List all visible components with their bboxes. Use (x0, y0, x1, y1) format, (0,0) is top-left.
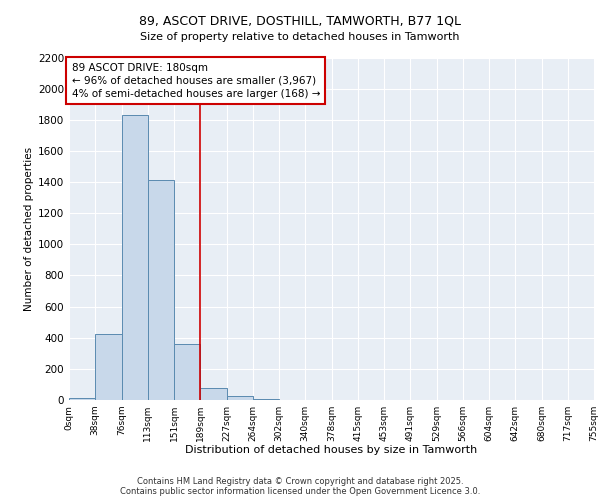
Bar (148, 180, 174, 400)
Text: 89, ASCOT DRIVE, DOSTHILL, TAMWORTH, B77 1QL: 89, ASCOT DRIVE, DOSTHILL, TAMWORTH, B77… (139, 15, 461, 28)
Text: 89 ASCOT DRIVE: 180sqm
← 96% of detached houses are smaller (3,967)
4% of semi-d: 89 ASCOT DRIVE: 180sqm ← 96% of detached… (71, 62, 320, 99)
Bar (95, 334, 121, 400)
Bar (200, 388, 227, 400)
Text: Contains public sector information licensed under the Open Government Licence 3.: Contains public sector information licen… (120, 487, 480, 496)
Bar (253, 399, 279, 400)
Bar (121, 115, 148, 400)
Text: Size of property relative to detached houses in Tamworth: Size of property relative to detached ho… (140, 32, 460, 42)
Y-axis label: Number of detached properties: Number of detached properties (24, 146, 34, 311)
X-axis label: Distribution of detached houses by size in Tamworth: Distribution of detached houses by size … (185, 446, 478, 456)
Bar (69, 398, 95, 400)
Bar (174, 344, 200, 400)
Bar (227, 396, 253, 400)
Text: Contains HM Land Registry data © Crown copyright and database right 2025.: Contains HM Land Registry data © Crown c… (137, 477, 463, 486)
